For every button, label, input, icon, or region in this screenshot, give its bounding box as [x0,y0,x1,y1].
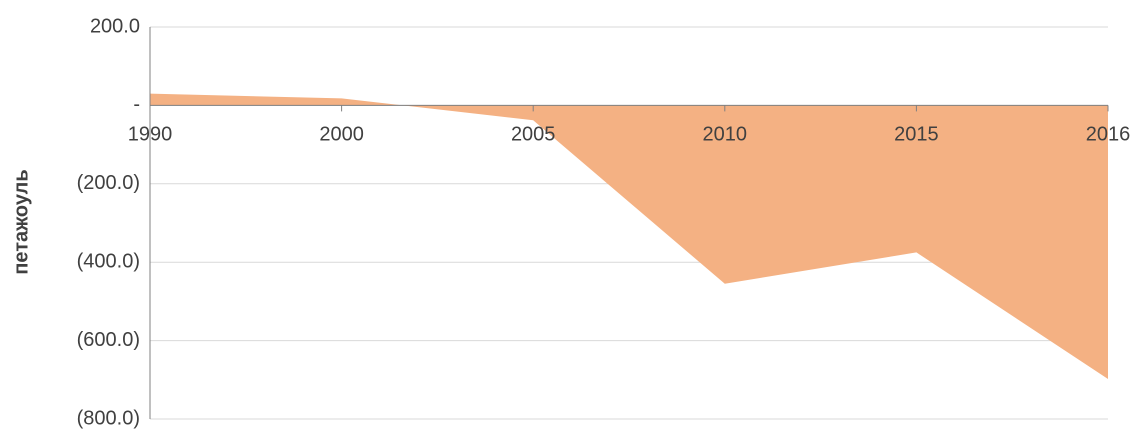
x-tick-label: 2016 [1086,124,1131,146]
y-tick-label: - [133,94,140,116]
x-tick-label: 2000 [319,124,364,146]
x-tick-label: 2010 [703,124,748,146]
y-tick-label: (600.0) [77,329,140,351]
y-tick-label: 200.0 [90,15,140,37]
y-tick-label: (400.0) [77,250,140,272]
x-tick-label: 1990 [128,124,173,146]
y-tick-label: (200.0) [77,172,140,194]
x-tick-label: 2005 [511,124,556,146]
area [150,93,1108,380]
x-tick-label: 2015 [894,124,939,146]
y-tick-label: (800.0) [77,407,140,429]
y-axis-title: петажоуль [10,169,32,274]
